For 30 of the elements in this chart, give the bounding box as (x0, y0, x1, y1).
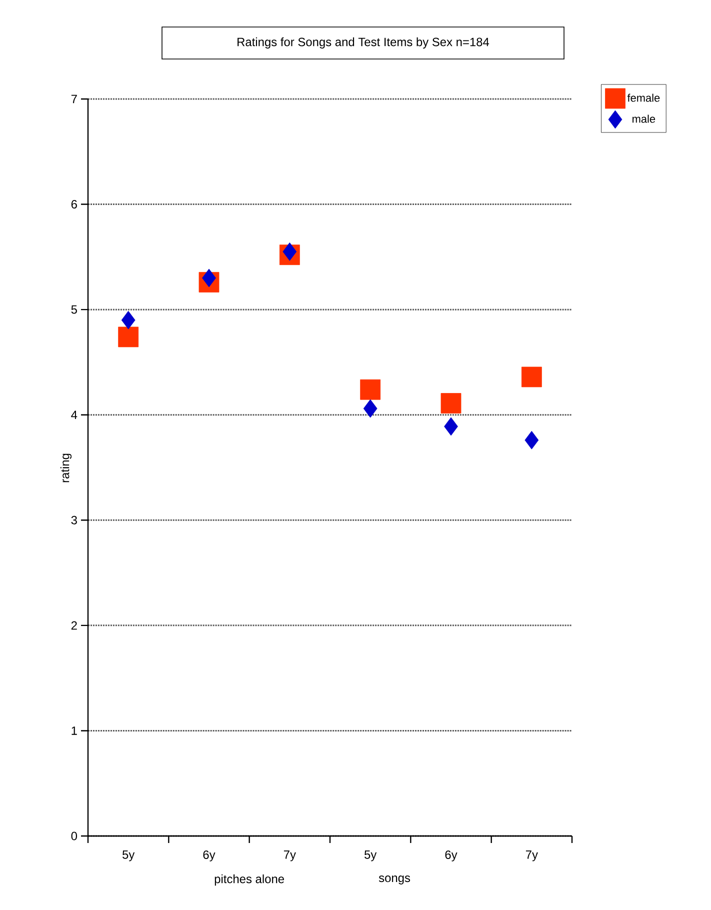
y-tick-label: 3 (71, 516, 77, 524)
y-tick-label: 4 (71, 410, 78, 419)
text: songs (378, 876, 410, 884)
legend-label: female (627, 94, 660, 102)
point (202, 268, 216, 288)
y-tick-label: 5 (71, 305, 77, 314)
point (360, 379, 381, 400)
x-tick-label: 5y (364, 850, 377, 862)
point (363, 399, 378, 418)
legend-label: male (632, 114, 656, 123)
point (440, 393, 462, 414)
chart-title: Ratings for Songs and Test Items by Sex n=184 (238, 37, 490, 49)
y-axis-title: rating (60, 454, 72, 482)
y-tick-label: 2 (71, 621, 77, 630)
x-tick-label: 6y (445, 850, 458, 862)
x-tick-label: 7y (284, 850, 296, 862)
x-tick-label: 6y (203, 850, 216, 862)
point (444, 417, 458, 436)
x-tick-label: 5y (122, 850, 135, 862)
x-tick-label: 7y (526, 850, 538, 862)
y-tick-label: 7 (71, 94, 77, 104)
y-tick-label: 1 (72, 726, 77, 735)
point (118, 326, 139, 348)
point (282, 242, 297, 261)
text: pitches alone (214, 874, 284, 886)
point (524, 430, 539, 450)
y-tick-label: 0 (71, 832, 78, 840)
point (121, 310, 136, 330)
point (521, 366, 542, 388)
y-tick-label: 6 (71, 200, 77, 209)
